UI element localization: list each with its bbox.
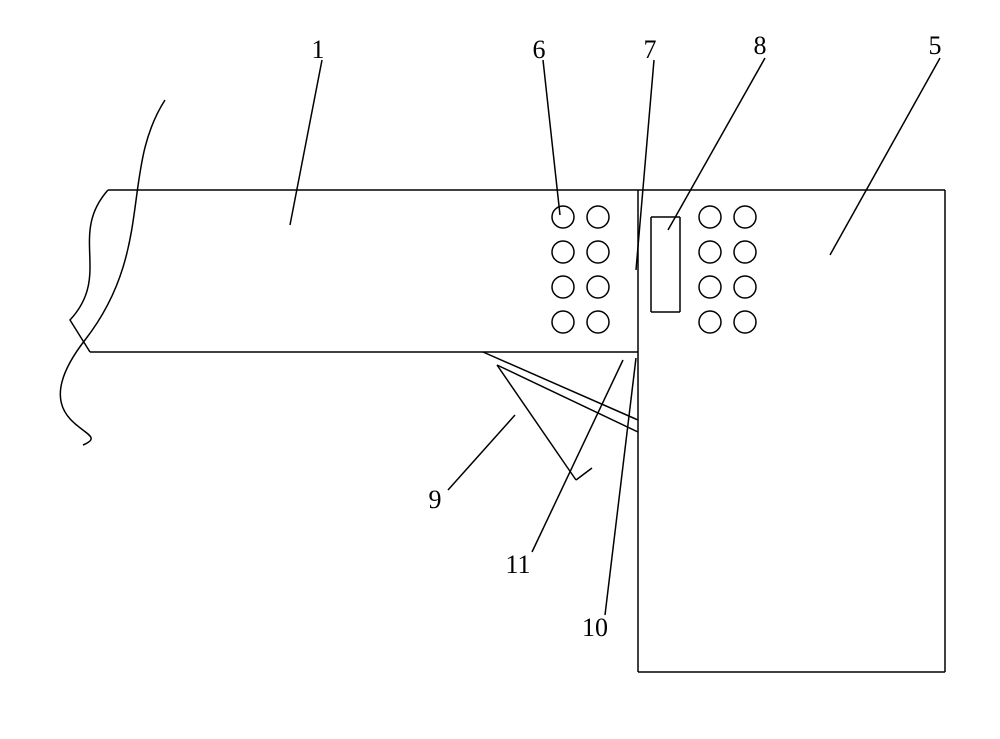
bolt-hole-right (699, 206, 721, 228)
bolt-hole-right (699, 311, 721, 333)
bolt-hole-right (699, 241, 721, 263)
bolt-hole-left (552, 206, 574, 228)
bolt-hole-left (587, 241, 609, 263)
leader-line (448, 415, 515, 490)
bolt-hole-right (734, 206, 756, 228)
callout-label-5: 5 (929, 31, 942, 60)
bolt-hole-right (734, 241, 756, 263)
bolt-hole-left (587, 311, 609, 333)
beam-left-break-wave (70, 190, 108, 352)
leader-line (605, 358, 636, 615)
brace-lower-edge (497, 365, 638, 432)
bolt-hole-left (552, 311, 574, 333)
bolt-hole-right (734, 311, 756, 333)
bolt-hole-left (552, 241, 574, 263)
diagram-canvas: 1 6 7 8 5 9 11 10 (0, 0, 1000, 739)
leader-line (830, 58, 940, 255)
bolt-hole-left (587, 276, 609, 298)
callout-label-7: 7 (644, 35, 657, 64)
callout-label-8: 8 (754, 31, 767, 60)
callout-label-1: 1 (312, 35, 325, 64)
brace-tip-right (576, 468, 592, 480)
break-wave-outer (60, 100, 165, 445)
bolt-hole-left (552, 276, 574, 298)
leader-line (543, 60, 560, 215)
callout-label-9: 9 (429, 485, 442, 514)
leader-line (290, 60, 322, 225)
callout-label-11: 11 (505, 550, 530, 579)
brace-upper-edge (483, 352, 638, 420)
bolt-hole-right (699, 276, 721, 298)
callout-label-10: 10 (582, 613, 608, 642)
bolt-hole-left (587, 206, 609, 228)
callout-label-6: 6 (533, 35, 546, 64)
bolt-hole-right (734, 276, 756, 298)
leader-line (668, 58, 765, 230)
